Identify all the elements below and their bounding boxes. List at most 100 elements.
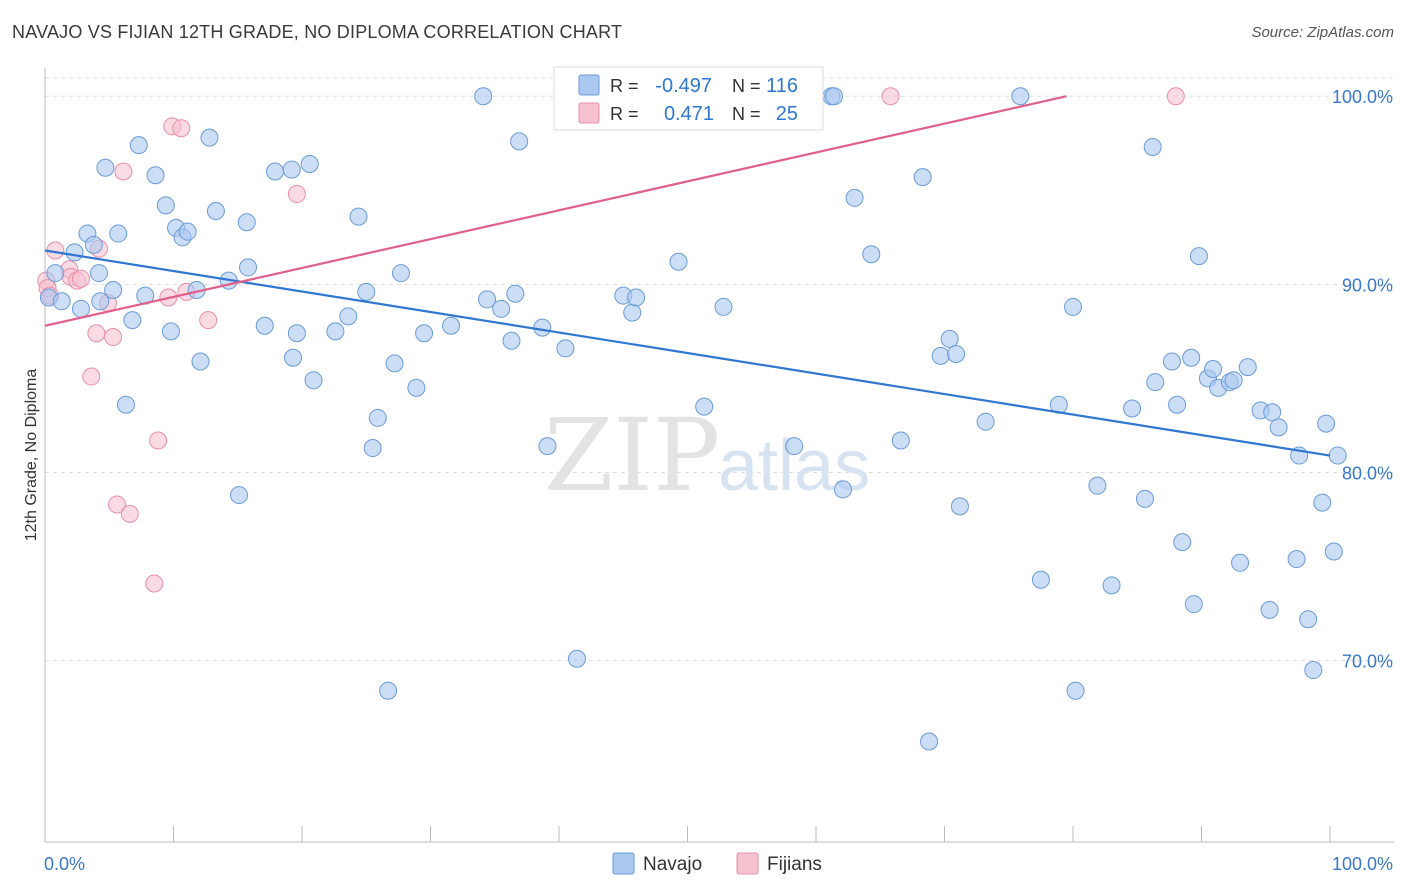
navajo-point <box>326 322 345 341</box>
y-tick-label: 100.0% <box>1332 87 1393 107</box>
navajo-trend-line <box>44 249 1331 457</box>
navajo-point <box>947 344 966 363</box>
navajo-point <box>1324 542 1343 561</box>
navajo-point <box>391 264 410 283</box>
x-ticks <box>173 826 1331 842</box>
navajo-point <box>284 348 303 367</box>
watermark-zip: ZIP <box>544 397 720 514</box>
navajo-point <box>506 284 525 303</box>
x-tick-label-max: 100.0% <box>1332 854 1393 874</box>
navajo-point <box>1123 399 1142 418</box>
navajo-point <box>304 371 323 390</box>
x-tick-label-min: 0.0% <box>44 854 85 874</box>
navajo-point <box>920 732 939 751</box>
navajo-point <box>339 307 358 326</box>
navajo-point <box>1173 533 1192 552</box>
navajo-point <box>407 378 426 397</box>
navajo-point <box>1143 138 1162 157</box>
navajo-point <box>255 316 274 335</box>
navajo-point <box>191 352 210 371</box>
fijians-point <box>1166 87 1185 106</box>
navajo-point <box>357 282 376 301</box>
navajo-point <box>1287 550 1306 569</box>
navajo-point <box>84 235 103 254</box>
navajo-point <box>1224 371 1243 390</box>
navajo-point <box>931 346 950 365</box>
navajo-point <box>1162 352 1181 371</box>
stats-legend: R = -0.497 N = 116 R = 0.471 N = 25 <box>553 66 824 131</box>
source-label: Source: ZipAtlas.com <box>1251 24 1394 41</box>
navajo-n-value: 116 <box>766 75 798 97</box>
navajo-point <box>1064 297 1082 316</box>
fijians-point <box>87 324 106 343</box>
navajo-point <box>845 188 864 207</box>
fijians-r-label: R = <box>610 104 639 124</box>
fijians-r-value: 0.471 <box>664 103 714 125</box>
bottom-legend: Navajo Fijians <box>612 852 822 875</box>
navajo-point <box>627 288 646 307</box>
navajo-point <box>510 132 529 151</box>
navajo-r-label: R = <box>610 76 639 96</box>
legend-fijians-label: Fijians <box>767 854 822 875</box>
navajo-point <box>533 318 552 337</box>
gridlines <box>45 77 1394 662</box>
fijians-trend-line <box>44 95 1067 327</box>
navajo-point <box>1088 476 1107 495</box>
navajo-point <box>104 281 123 299</box>
navajo-point <box>976 412 995 431</box>
navajo-point <box>556 339 575 358</box>
navajo-point <box>287 324 306 343</box>
navajo-point <box>71 299 90 318</box>
navajo-point <box>415 324 434 343</box>
fijians-point <box>120 504 139 523</box>
navajo-point <box>300 154 319 173</box>
legend-navajo-swatch <box>612 852 635 875</box>
navajo-point <box>538 437 557 456</box>
fijians-point <box>199 311 218 330</box>
fijians-point <box>82 367 101 386</box>
navajo-point <box>1031 570 1050 589</box>
fijians-point <box>104 328 123 347</box>
navajo-point <box>91 292 110 311</box>
navajo-point <box>1168 395 1187 414</box>
navajo-point <box>1238 358 1257 377</box>
navajo-point <box>950 497 969 516</box>
navajo-point <box>116 395 135 414</box>
navajo-point <box>1182 348 1201 367</box>
fijians-point <box>145 574 164 593</box>
navajo-point <box>1304 661 1323 680</box>
navajo-point <box>1317 414 1336 433</box>
legend-fijians-swatch <box>736 852 759 875</box>
navajo-r-value: -0.497 <box>655 75 712 97</box>
navajo-point <box>913 168 932 187</box>
fijians-point <box>71 269 90 288</box>
navajo-point <box>785 437 804 456</box>
navajo-point <box>161 322 180 341</box>
navajo-point <box>65 243 84 262</box>
navajo-point <box>96 158 115 177</box>
navajo-point <box>1269 418 1288 437</box>
navajo-point <box>1146 373 1165 392</box>
navajo-point <box>492 299 511 318</box>
fijians-n-label: N = <box>732 104 761 124</box>
fijians-point <box>287 185 306 204</box>
navajo-point <box>46 264 65 283</box>
navajo-point <box>206 201 225 220</box>
navajo-point <box>1260 600 1279 619</box>
fijians-point <box>114 162 133 181</box>
navajo-point <box>1135 489 1154 508</box>
navajo-point <box>567 649 586 668</box>
navajo-point <box>1066 681 1085 700</box>
fijians-point <box>881 87 900 106</box>
navajo-point <box>1011 87 1030 106</box>
chart-title: NAVAJO VS FIJIAN 12TH GRADE, NO DIPLOMA … <box>12 22 623 42</box>
navajo-point <box>891 431 910 450</box>
axes <box>44 68 1394 843</box>
fijians-point <box>149 431 168 450</box>
navajo-point <box>282 160 301 179</box>
legend-navajo-label: Navajo <box>643 854 702 875</box>
navajo-point <box>1299 610 1318 629</box>
navajo-point <box>368 408 387 427</box>
navajo-point <box>1189 247 1208 266</box>
